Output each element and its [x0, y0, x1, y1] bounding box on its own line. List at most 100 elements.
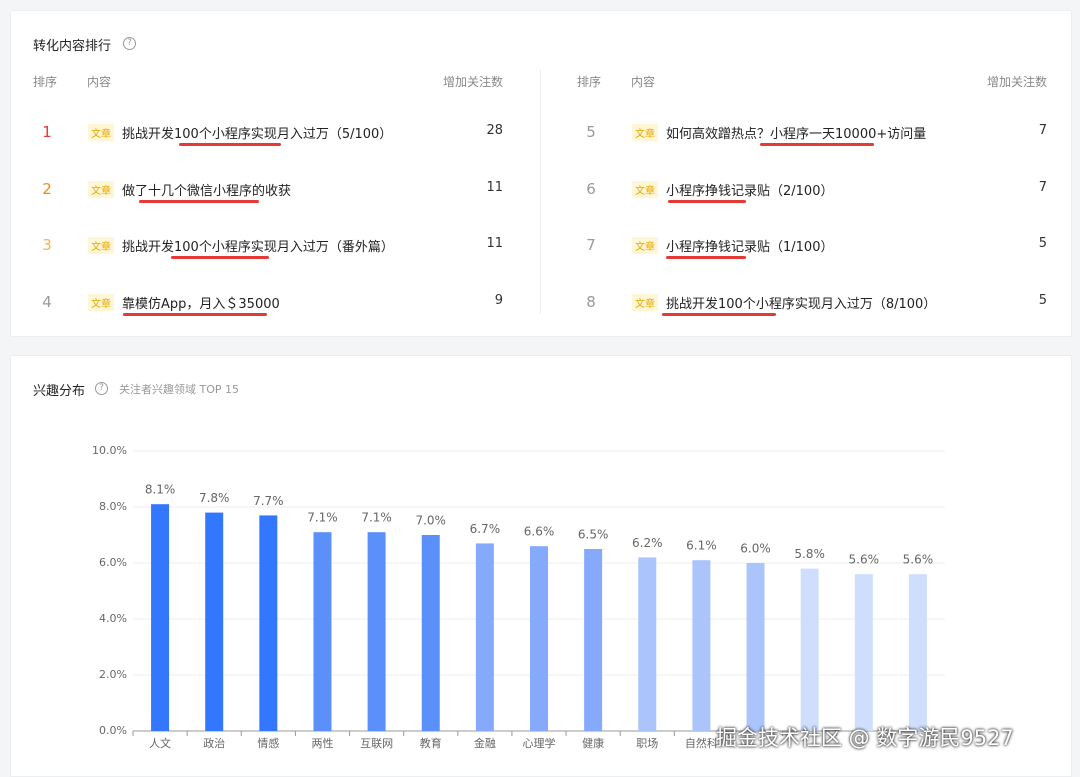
bar: [151, 504, 170, 731]
content-tag: 文章: [632, 180, 658, 198]
content-title[interactable]: 挑战开发100个小程序实现月入过万（番外篇）: [122, 240, 394, 255]
x-tick-label: 健康: [582, 736, 604, 750]
value-label: 7.1%: [307, 511, 338, 525]
highlight-underline: [666, 256, 746, 259]
column-header: 增加关注数: [443, 75, 504, 89]
bar: [692, 560, 711, 731]
follow-count: 9: [494, 292, 503, 308]
y-tick-label: 8.0%: [99, 500, 127, 513]
rank-number: 5: [586, 123, 596, 141]
section-title: 转化内容排行: [33, 39, 112, 54]
bar: [205, 512, 224, 731]
value-label: 5.6%: [849, 553, 880, 567]
help-icon[interactable]: ?: [95, 382, 108, 395]
column-header: 排序: [577, 75, 602, 89]
rank-number: 7: [586, 236, 596, 254]
value-label: 6.2%: [632, 536, 663, 550]
highlight-underline: [123, 312, 267, 316]
value-label: 6.7%: [470, 522, 501, 536]
value-label: 5.8%: [794, 547, 825, 561]
content-title[interactable]: 小程序挣钱记录贴（2/100）: [666, 183, 834, 199]
help-icon[interactable]: ?: [123, 37, 136, 50]
content-tag: 文章: [88, 124, 114, 141]
highlight-underline: [179, 143, 281, 146]
follow-count: 11: [486, 236, 503, 251]
bar: [421, 535, 440, 731]
x-tick-label: 自然科: [685, 736, 718, 750]
content-tag: 文章: [88, 180, 114, 198]
rank-number: 1: [42, 123, 52, 141]
bar: [259, 515, 278, 731]
bar: [800, 568, 819, 731]
y-tick-label: 0.0%: [99, 724, 127, 737]
y-tick-label: 6.0%: [99, 556, 127, 569]
content-title[interactable]: 做了十几个微信小程序的收获: [122, 183, 292, 199]
x-tick-label: 互联网: [360, 737, 393, 750]
content-title[interactable]: 挑战开发100个小程序实现月入过万（8/100）: [666, 296, 937, 312]
bar: [475, 543, 494, 731]
x-tick-label: 心理学: [523, 736, 556, 750]
bar: [854, 574, 873, 731]
x-tick-label: 两性: [311, 736, 333, 750]
section-subtitle: 关注者兴趣领域 TOP 15: [119, 383, 240, 396]
bar: [313, 532, 332, 731]
column-header: 内容: [631, 75, 656, 89]
bar: [367, 532, 386, 731]
y-tick-label: 4.0%: [99, 612, 127, 625]
highlight-underline: [668, 199, 746, 203]
highlight-underline: [760, 143, 874, 146]
content-title[interactable]: 如何高效蹭热点？小程序一天10000+访问量: [666, 127, 927, 142]
value-label: 7.8%: [199, 491, 230, 505]
content-tag: 文章: [632, 124, 658, 141]
value-label: 6.1%: [686, 539, 717, 553]
ranking-card: 转化内容排行 ? 排序 内容 增加关注数 排序 内容 增加关注数 1 文章 挑战开发100个小程…: [10, 10, 1072, 337]
bar: [746, 563, 765, 731]
bar: [530, 546, 548, 731]
content-title[interactable]: 小程序挣钱记录贴（1/100）: [666, 240, 834, 255]
rank-number: 8: [586, 292, 596, 311]
value-label: 7.1%: [361, 511, 392, 525]
x-tick-label: 人文: [149, 736, 171, 750]
bar: [584, 549, 603, 731]
column-header: 排序: [33, 75, 58, 89]
content-tag: 文章: [88, 293, 114, 311]
rank-number: 4: [42, 292, 52, 311]
rank-number: 3: [42, 236, 52, 254]
value-label: 6.6%: [524, 525, 555, 539]
content-title[interactable]: 挑战开发100个小程序实现月入过万（5/100）: [122, 127, 393, 142]
column-header: 内容: [87, 75, 112, 89]
follow-count: 28: [486, 123, 503, 138]
x-tick-label: 职场: [636, 736, 658, 750]
follow-count: 5: [1038, 292, 1047, 308]
follow-count: 7: [1038, 123, 1047, 138]
value-label: 8.1%: [145, 483, 176, 497]
value-label: 6.0%: [740, 542, 771, 556]
follow-count: 7: [1038, 179, 1047, 195]
value-label: 7.0%: [415, 514, 446, 528]
content-title[interactable]: 靠模仿App，月入＄35000: [122, 296, 280, 312]
rank-number: 2: [42, 179, 52, 198]
watermark: 掘金技术社区 @ 数字游民9527: [716, 726, 1014, 750]
x-tick-label: 金融: [474, 736, 496, 750]
y-tick-label: 2.0%: [99, 668, 127, 681]
content-tag: 文章: [632, 237, 658, 254]
section-title: 兴趣分布: [33, 384, 86, 399]
divider: [540, 69, 541, 314]
bar: [908, 574, 927, 731]
highlight-underline: [662, 312, 776, 316]
follow-count: 5: [1038, 236, 1047, 251]
y-tick-label: 10.0%: [92, 444, 127, 457]
value-label: 6.5%: [578, 528, 609, 542]
highlight-underline: [139, 199, 259, 203]
column-header: 增加关注数: [987, 75, 1048, 89]
x-tick-label: 教育: [420, 736, 442, 750]
follow-count: 11: [486, 179, 503, 195]
content-tag: 文章: [88, 237, 114, 254]
x-tick-label: 情感: [257, 737, 279, 750]
x-tick-label: 政治: [203, 736, 225, 750]
bar: [638, 557, 657, 731]
rank-number: 6: [586, 179, 596, 198]
value-label: 7.7%: [253, 494, 284, 508]
